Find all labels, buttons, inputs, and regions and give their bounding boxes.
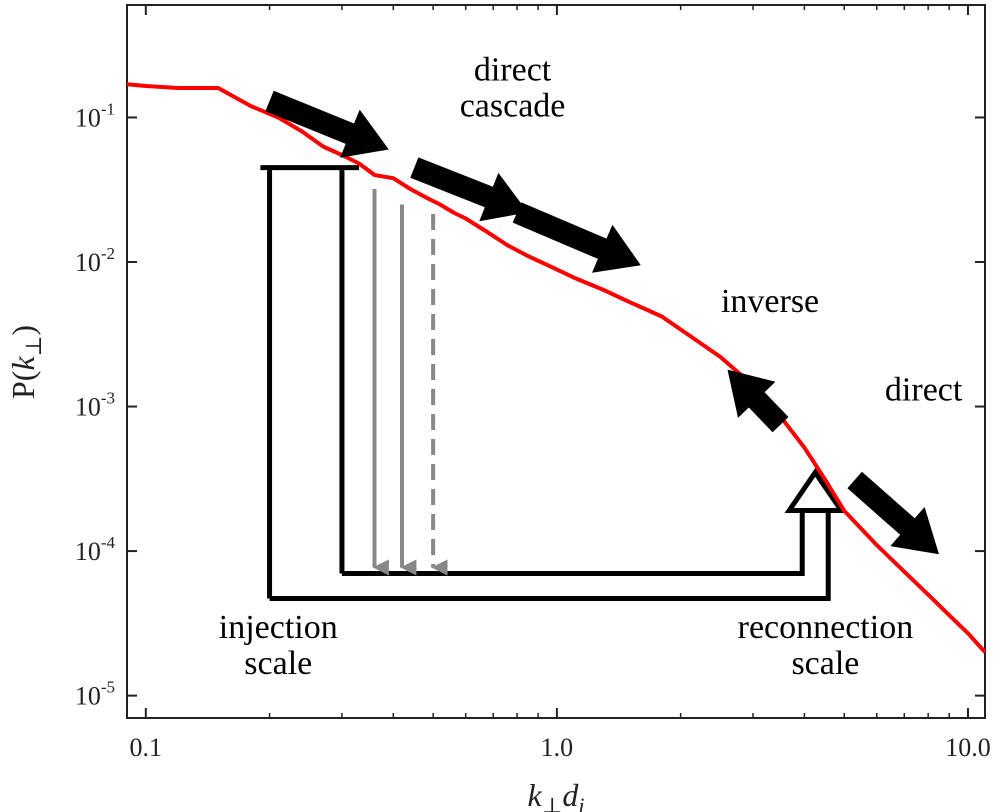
spectrum-line — [126, 82, 987, 654]
y-axis-title: P(k⊥) — [5, 325, 46, 399]
y-tick-label: 10-5 — [75, 678, 115, 711]
cascade-arrow — [847, 471, 939, 555]
x-tick-label: 0.1 — [130, 733, 163, 762]
series-layer — [126, 82, 987, 654]
cascade-arrows — [265, 90, 939, 555]
y-tick-label: 10-3 — [75, 389, 115, 422]
y-axis-ticks: 10-1 10-2 10-3 10-4 10-5 — [75, 99, 985, 711]
direct-cascade-label: direct cascade — [460, 52, 566, 125]
y-tick-label: 10-1 — [75, 99, 115, 132]
inverse-label: inverse — [721, 283, 819, 320]
cascade-arrow — [512, 202, 641, 273]
scale-markers — [260, 165, 846, 601]
x-axis-title: k⊥di — [527, 777, 584, 812]
x-axis-ticks: 0.1 1.0 10.0 — [130, 5, 991, 762]
y-tick-label: 10-2 — [75, 244, 115, 277]
x-tick-label: 10.0 — [945, 733, 991, 762]
x-tick-label: 1.0 — [541, 733, 574, 762]
direct-label: direct — [885, 372, 963, 409]
annotations: direct cascade inverse direct injection scale… — [219, 52, 963, 683]
inner-bottom-line — [341, 510, 805, 576]
reconnection-hollow-arrowhead — [784, 468, 846, 513]
reconnection-scale-label: reconnection scale — [738, 609, 914, 682]
injection-scale-label: injection scale — [219, 609, 338, 682]
cascade-arrow — [410, 157, 528, 222]
outer-bottom-line — [269, 510, 831, 601]
cascade-arrow — [727, 369, 789, 433]
cascade-arrow — [265, 90, 389, 158]
y-tick-label: 10-4 — [75, 533, 116, 566]
